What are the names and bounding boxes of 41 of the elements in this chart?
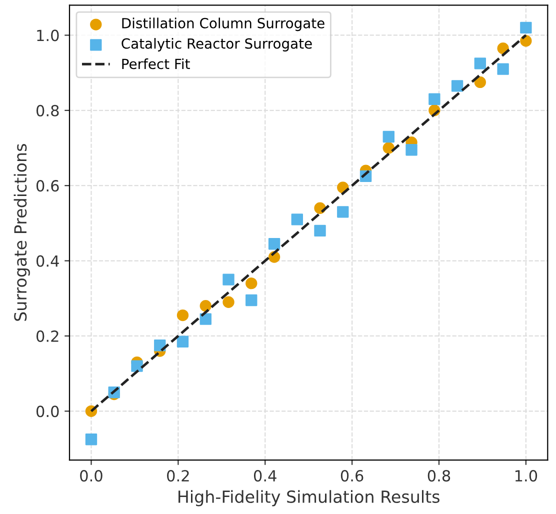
x-tick-label: 0.0: [80, 470, 102, 482]
y-tick-label: 1.0: [37, 30, 59, 42]
point: [291, 214, 303, 226]
point: [200, 313, 212, 325]
y-tick-label: 0.8: [36, 104, 59, 116]
point: [85, 434, 98, 446]
x-tick-label: 0.2: [167, 470, 189, 482]
point: [406, 144, 418, 156]
point: [268, 238, 280, 250]
x-tick-label: 0.8: [428, 470, 450, 482]
legend-label: Catalytic Reactor Surrogate: [122, 38, 312, 52]
y-tick-label: 0.6: [36, 180, 59, 192]
point: [200, 300, 212, 312]
point: [222, 296, 234, 308]
point: [246, 277, 258, 290]
point: [176, 309, 189, 322]
point: [382, 142, 394, 154]
point: [222, 274, 234, 286]
point: [474, 76, 486, 88]
point: [382, 130, 394, 143]
y-tick-label: 0.0: [36, 406, 59, 418]
x-tick-label: 0.6: [340, 470, 364, 482]
point: [497, 42, 509, 54]
point: [497, 63, 509, 75]
point: [520, 22, 532, 34]
point: [176, 336, 189, 348]
point: [131, 360, 143, 372]
y-axis-title: Surrogate Predictions: [14, 144, 30, 321]
x-tick-label: 0.4: [254, 470, 276, 482]
point: [451, 80, 464, 92]
point: [246, 294, 258, 306]
legend-label: Distillation Column Surrogate: [122, 18, 324, 32]
legend-label: Perfect Fit: [122, 58, 190, 70]
point: [337, 206, 349, 218]
point: [474, 58, 486, 70]
point: [314, 224, 326, 237]
x-axis-title: High-Fidelity Simulation Results: [178, 490, 440, 506]
y-tick-label: 0.4: [36, 255, 59, 267]
x-tick-label: 1.0: [515, 470, 538, 482]
y-tick-label: 0.2: [36, 330, 58, 342]
point: [428, 93, 440, 105]
